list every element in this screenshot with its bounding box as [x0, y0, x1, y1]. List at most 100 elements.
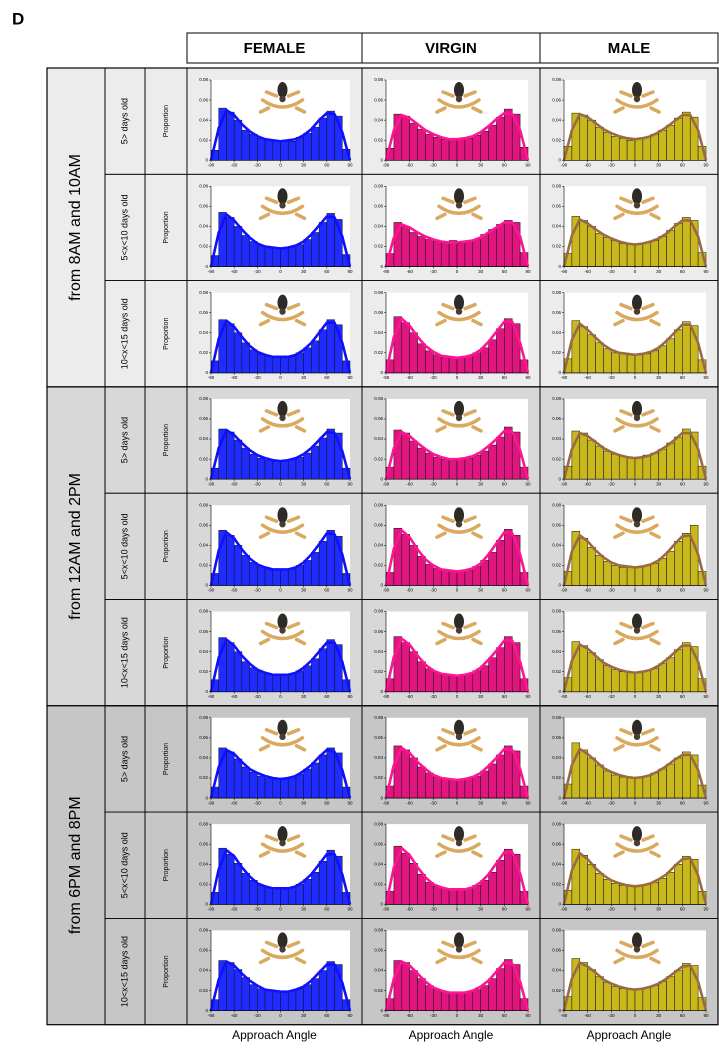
bar [651, 351, 659, 373]
x-tick-label: 90 [525, 907, 531, 912]
bar [588, 226, 596, 266]
bar [257, 776, 265, 798]
bar [311, 979, 319, 1011]
x-tick-label: -90 [383, 1013, 390, 1018]
bar [465, 458, 473, 479]
y-tick-label: 0.08 [552, 77, 561, 82]
y-tick-label: 0.02 [199, 456, 208, 461]
bar [674, 118, 682, 160]
bar [603, 983, 611, 1011]
bar [674, 541, 682, 585]
x-tick-label: 90 [347, 907, 353, 912]
bar [226, 535, 234, 585]
bar [250, 772, 258, 798]
bar [611, 883, 619, 904]
bar [651, 563, 659, 585]
y-tick-label: 0.02 [374, 350, 383, 355]
bar [296, 245, 304, 267]
x-tick-label: 90 [525, 162, 531, 167]
bar [611, 670, 619, 692]
fly-body [454, 507, 464, 523]
bar [496, 755, 504, 798]
bar [580, 327, 588, 373]
bar [489, 445, 497, 479]
bar [611, 565, 619, 585]
bar [457, 993, 465, 1011]
x-tick-label: 60 [324, 162, 330, 167]
bar [319, 541, 327, 585]
bar [496, 117, 504, 160]
bar [596, 446, 604, 479]
fly-head [456, 946, 462, 952]
x-tick-label: 30 [301, 907, 307, 912]
bar [226, 324, 234, 373]
bar [489, 340, 497, 373]
bar [296, 774, 304, 798]
bar [667, 443, 675, 479]
bar [489, 764, 497, 798]
bar [667, 339, 675, 373]
bar [682, 533, 690, 585]
y-tick-label: 0.08 [199, 715, 208, 720]
x-axis-label: Approach Angle [232, 1028, 317, 1042]
x-tick-label: -60 [231, 375, 238, 380]
x-tick-label: 30 [478, 694, 484, 699]
bar [627, 673, 635, 692]
bar [674, 223, 682, 266]
x-tick-label: 30 [656, 162, 662, 167]
x-tick-label: -90 [383, 588, 390, 593]
bar [311, 763, 319, 798]
bar [667, 977, 675, 1011]
bar [304, 453, 312, 479]
y-tick-label: 0.04 [374, 330, 383, 335]
x-tick-label: 90 [703, 588, 709, 593]
bar [242, 873, 250, 904]
x-axis-label: Approach Angle [409, 1028, 494, 1042]
bar [234, 970, 242, 1011]
y-tick-label: 0.04 [552, 755, 561, 760]
y-tick-label: 0.04 [552, 436, 561, 441]
bar [504, 637, 512, 692]
x-tick-label: -30 [254, 800, 261, 805]
y-tick-label: 0.02 [374, 775, 383, 780]
fly-body [632, 295, 642, 311]
bar [265, 674, 273, 692]
x-tick-label: 60 [680, 800, 686, 805]
x-tick-label: 90 [703, 907, 709, 912]
bar [441, 675, 449, 692]
fly-head [456, 627, 462, 633]
x-tick-label: -60 [406, 1013, 413, 1018]
bar [580, 433, 588, 479]
bar [402, 853, 410, 904]
bar [425, 453, 433, 479]
x-tick-label: -90 [383, 800, 390, 805]
bar [682, 217, 690, 266]
bar [643, 137, 651, 160]
y-tick-label: 0.06 [374, 841, 383, 846]
x-tick-label: -90 [208, 1013, 215, 1018]
y-tick-label: 0.06 [552, 310, 561, 315]
bar [643, 243, 651, 267]
x-tick-label: 30 [301, 694, 307, 699]
x-tick-label: -90 [561, 588, 568, 593]
bar [667, 551, 675, 585]
y-tick-label: 0.02 [374, 244, 383, 249]
y-tick-label: 0.02 [552, 988, 561, 993]
y-tick-label: 0.04 [552, 968, 561, 973]
bar [281, 460, 289, 479]
y-tick-label: 0.06 [552, 97, 561, 102]
bar [410, 333, 418, 373]
fly-body [454, 401, 464, 417]
y-tick-label: 0.04 [199, 861, 208, 866]
x-tick-label: 90 [347, 588, 353, 593]
y-tick-label: 0.02 [552, 775, 561, 780]
x-tick-label: 60 [324, 907, 330, 912]
x-tick-label: -60 [584, 907, 591, 912]
bar [690, 525, 698, 585]
x-tick-label: -60 [406, 588, 413, 593]
bar [410, 652, 418, 692]
x-tick-label: 60 [502, 375, 508, 380]
fly-head [279, 202, 285, 208]
fly-body [454, 82, 464, 98]
fly-head [279, 840, 285, 846]
